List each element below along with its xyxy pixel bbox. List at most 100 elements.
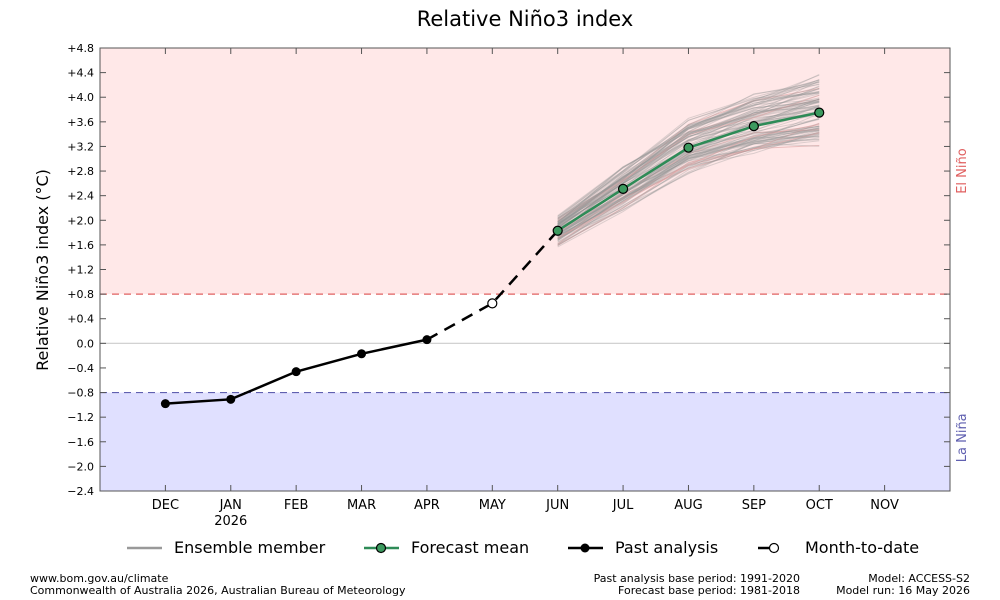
ensemble-member-line xyxy=(557,100,820,225)
ensemble-member-line xyxy=(557,79,820,221)
legend-forecast-marker xyxy=(375,542,387,554)
ensemble-member-line xyxy=(557,91,820,223)
ensemble-member-line xyxy=(557,108,820,231)
forecast-mean-point xyxy=(617,183,629,194)
footer-past-base: Past analysis base period: 1991-2020 xyxy=(593,572,800,585)
ensemble-member-line xyxy=(557,127,820,236)
x-tick-label: JAN xyxy=(219,498,242,513)
forecast-mean-point xyxy=(814,107,825,118)
x-tick-label: NOV xyxy=(870,498,899,513)
ensemble-member-line xyxy=(557,142,820,245)
y-tick-label: +1.2 xyxy=(67,264,94,277)
legend-mtd-marker xyxy=(768,542,780,554)
y-tick-label: +0.4 xyxy=(67,313,94,326)
ensemble-member-line xyxy=(557,101,820,221)
y-tick-label: +3.2 xyxy=(67,140,94,153)
y-tick-label: −1.6 xyxy=(67,436,94,449)
ensemble-member-line xyxy=(557,125,820,240)
legend-ensemble-label: Ensemble member xyxy=(174,538,326,557)
legend-past-label: Past analysis xyxy=(615,538,718,557)
ensemble-member-line xyxy=(557,88,820,220)
past-analysis-point xyxy=(357,349,367,359)
ensemble-member-line xyxy=(557,98,820,229)
legend: Ensemble member Forecast mean Past analysi… xyxy=(127,538,919,557)
past-analysis-point xyxy=(226,394,236,404)
ensemble-member-line xyxy=(557,136,820,243)
footer-model-name: Model: ACCESS-S2 xyxy=(868,572,970,585)
y-tick-label: +4.0 xyxy=(67,91,94,104)
y-tick-label: +4.4 xyxy=(67,67,94,80)
ensemble-member-line xyxy=(557,129,820,234)
x-tick-label: MAY xyxy=(479,498,506,513)
y-tick-label: +2.0 xyxy=(67,214,94,227)
y-tick-label: −1.2 xyxy=(67,411,94,424)
ensemble-member-line xyxy=(557,125,820,234)
ensemble-member-line xyxy=(557,94,820,222)
x-tick-label: AUG xyxy=(674,498,702,513)
ensemble-member-line xyxy=(557,133,820,238)
x-tick-label: MAR xyxy=(347,498,376,513)
ensemble-member-line xyxy=(557,91,820,227)
footer-model-run: Model run: 16 May 2026 xyxy=(836,584,970,597)
ensemble-member-line xyxy=(557,80,820,222)
ensemble-member-line xyxy=(557,132,820,246)
x-tick-label: FEB xyxy=(284,498,309,513)
x-tick-label: DEC xyxy=(152,498,179,513)
ensemble-member-line xyxy=(557,127,820,241)
ensemble-member-line xyxy=(557,83,820,225)
y-axis-label: Relative Niño3 index (°C) xyxy=(33,169,52,371)
y-tick-label: −2.4 xyxy=(67,485,94,498)
ensemble-member-line xyxy=(557,87,820,226)
ensemble-member-line xyxy=(557,100,820,225)
ensemble-member-line xyxy=(557,130,820,235)
x-tick-label: SEP xyxy=(742,498,766,513)
ensemble-member-line xyxy=(557,81,820,217)
ensemble-member-line xyxy=(557,100,820,229)
ensemble-member-line xyxy=(557,88,820,223)
ensemble-member-line xyxy=(557,107,820,223)
forecast-mean-point xyxy=(683,142,694,153)
y-tick-label: +4.8 xyxy=(67,42,94,55)
threshold-bands: El Niño La Niña xyxy=(100,48,970,491)
ensemble-member-line xyxy=(557,97,820,228)
ensemble-member-line xyxy=(557,88,820,225)
ensemble-member-line xyxy=(557,85,820,225)
ensemble-member-line xyxy=(557,92,820,224)
ensemble-member-line xyxy=(557,104,820,225)
ensemble-member-line xyxy=(557,135,820,243)
legend-past-marker xyxy=(580,543,590,553)
ensemble-member-line xyxy=(557,138,820,239)
ensemble-member-line xyxy=(557,128,820,240)
ensemble-member-line xyxy=(557,81,820,219)
ensemble-member-line xyxy=(557,93,820,226)
footer-forecast-base: Forecast base period: 1981-2018 xyxy=(618,584,800,597)
x-tick-label: OCT xyxy=(806,498,833,513)
y-tick-label: +0.8 xyxy=(67,288,94,301)
la-nina-band xyxy=(100,392,950,491)
forecast-mean-point xyxy=(748,121,759,132)
ensemble-member-line xyxy=(557,130,820,242)
x-tick-label: JUN xyxy=(545,498,569,513)
x-tick-label: JUL xyxy=(612,498,634,513)
ensemble-member-line xyxy=(557,74,820,219)
ensemble-member-line xyxy=(557,74,820,223)
x-year-label: 2026 xyxy=(214,514,247,529)
month-to-date-line xyxy=(426,229,559,341)
el-nino-label: El Niño xyxy=(955,148,970,194)
y-tick-label: −0.4 xyxy=(67,362,94,375)
ensemble-member-line xyxy=(557,84,820,217)
ensemble-member-line xyxy=(557,139,820,245)
ensemble-member-line xyxy=(557,91,820,226)
ensemble-member-line xyxy=(557,105,820,224)
ensemble-member-line xyxy=(557,81,820,218)
footer-website: www.bom.gov.au/climate xyxy=(30,572,169,585)
ensemble-member-line xyxy=(557,145,820,245)
ensemble-member-line xyxy=(557,112,820,232)
ensemble-member-line xyxy=(557,123,820,236)
forecast-mean-point xyxy=(552,225,563,236)
plot-axes: −2.4 −2.0 −1.6 −1.2 −0.8 −0.4 0.0 +0.4 +0.8 +1.2 +… xyxy=(67,42,951,529)
series-markers xyxy=(160,107,825,409)
ensemble-member-line xyxy=(557,113,820,237)
month-to-date-point xyxy=(487,298,498,309)
la-nina-label: La Niña xyxy=(955,413,970,462)
